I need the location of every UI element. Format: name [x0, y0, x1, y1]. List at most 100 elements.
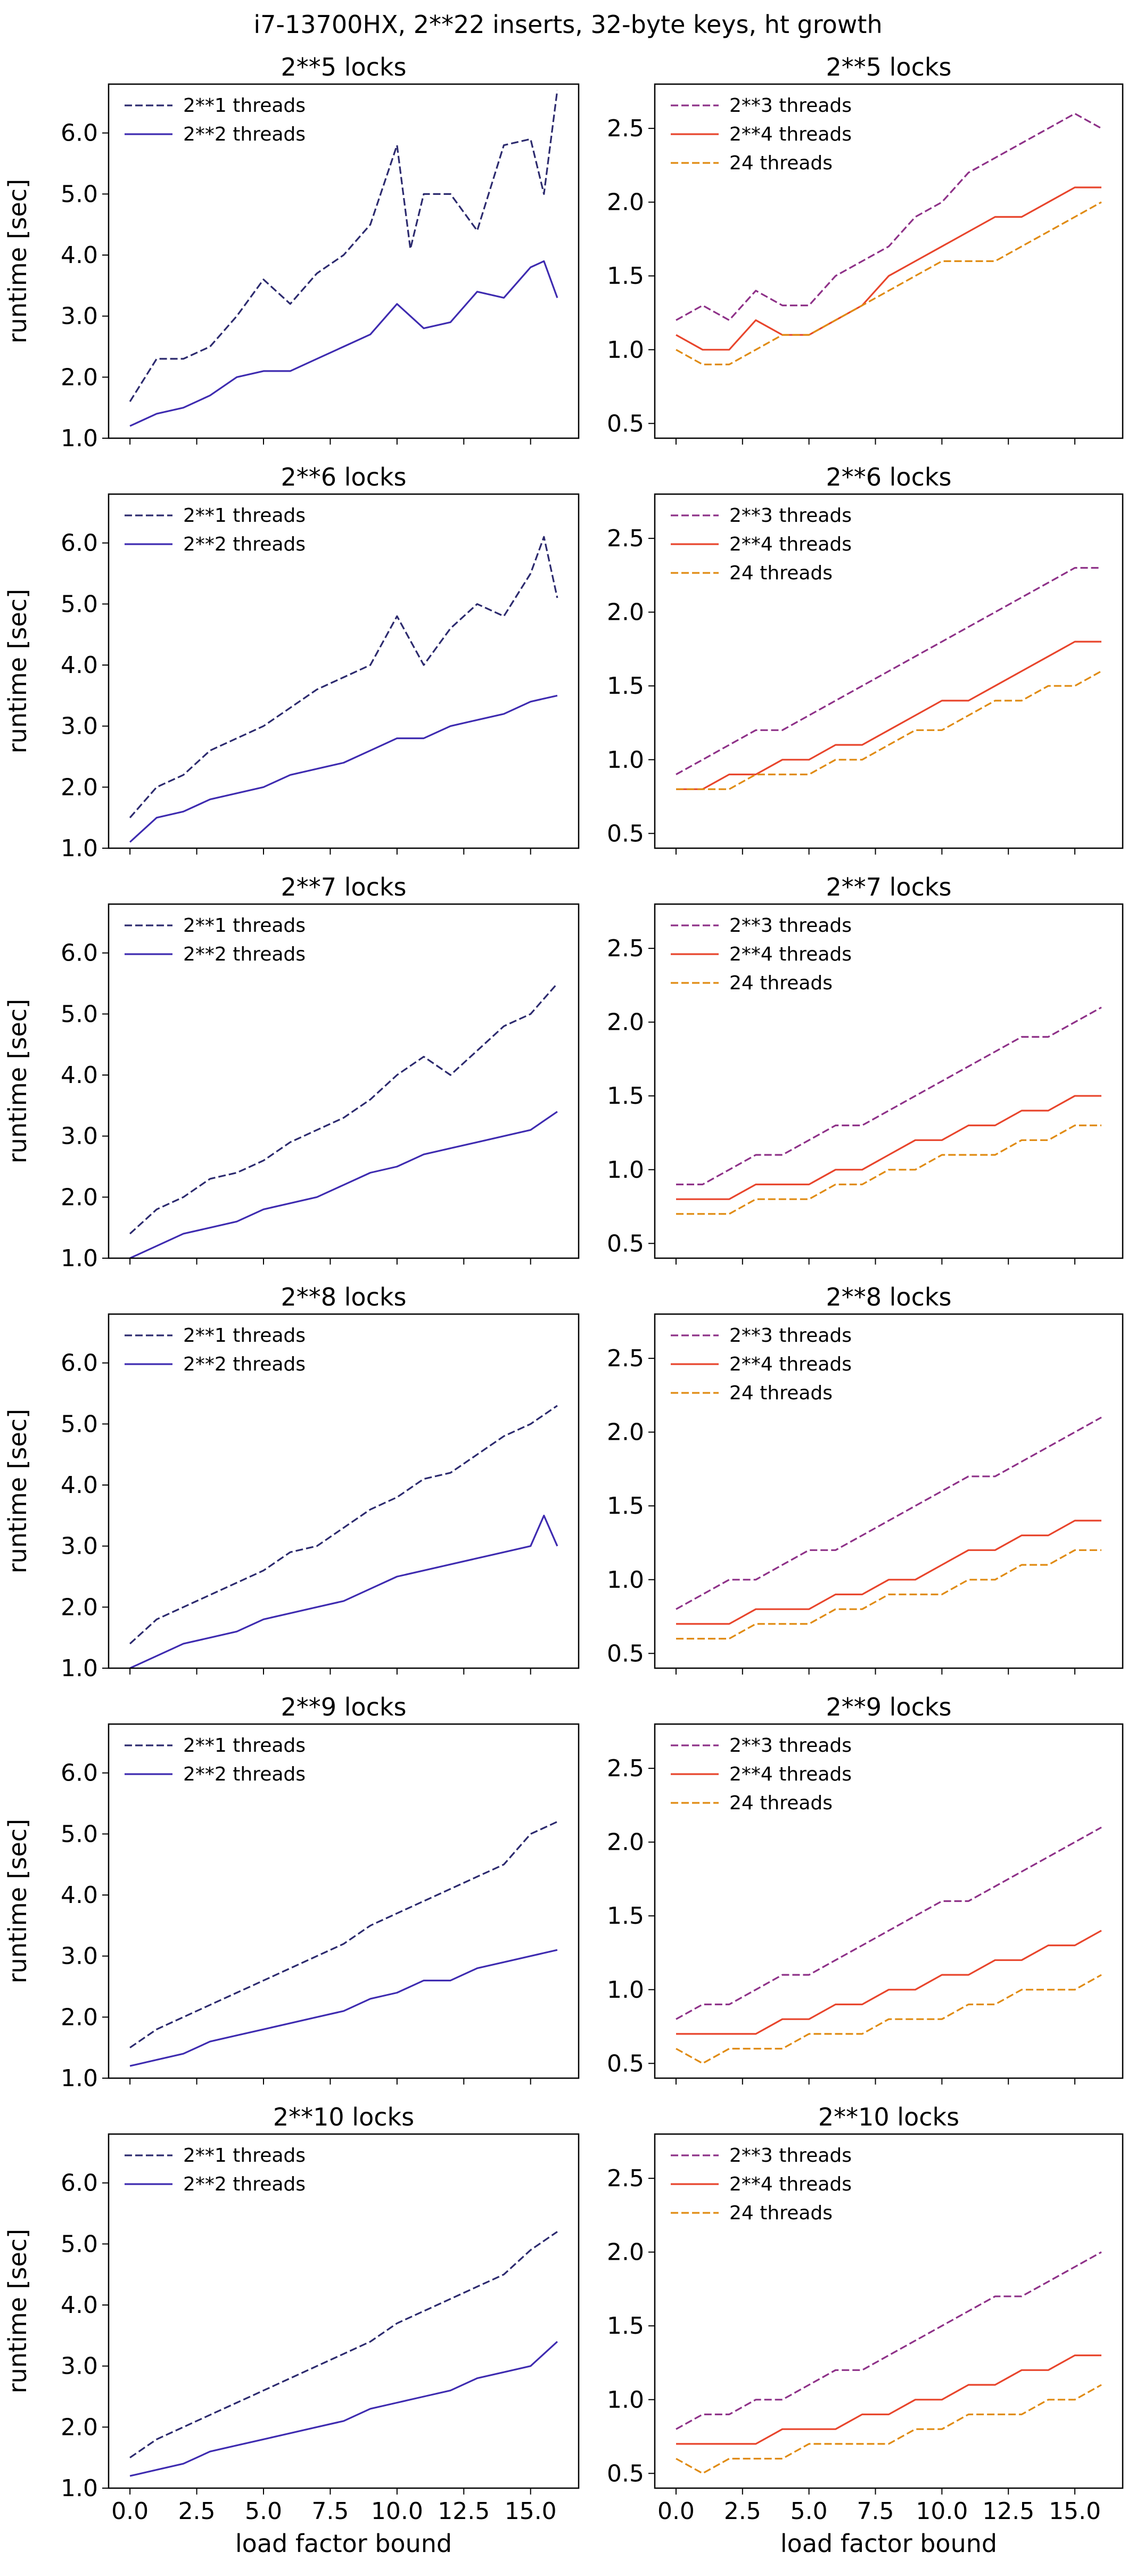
- x-tick-label: 5.0: [791, 2498, 828, 2525]
- series-line-24-threads: [676, 187, 1101, 350]
- y-tick-label: 3.0: [61, 303, 98, 330]
- y-tick-label: 1.0: [607, 1976, 644, 2004]
- legend-label: 2**4 threads: [729, 124, 852, 145]
- y-tick-label: 3.0: [61, 713, 98, 740]
- y-tick-label: 1.0: [61, 2475, 98, 2502]
- series-line-21-threads: [130, 1406, 557, 1644]
- y-tick-label: 1.0: [61, 1655, 98, 1682]
- series-line-24-threads: [676, 1975, 1101, 2063]
- y-tick-label: 2.5: [607, 2165, 644, 2192]
- y-tick-label: 1.0: [607, 746, 644, 774]
- series-line-24-threads: [676, 642, 1101, 789]
- series-line-22-threads: [130, 1950, 557, 2066]
- series-line-24-threads: [676, 1521, 1101, 1624]
- series-line-24-threads: [676, 2356, 1101, 2444]
- y-tick-label: 0.5: [607, 410, 644, 437]
- y-tick-label: 6.0: [61, 1760, 98, 1787]
- series-line-21-threads: [130, 983, 557, 1234]
- series-line-22-threads: [130, 695, 557, 842]
- legend: 2**1 threads 2**2 threads: [125, 1325, 306, 1375]
- y-tick-label: 1.0: [61, 835, 98, 862]
- subplot-title: 2**7 locks: [826, 873, 952, 901]
- legend-label: 2**1 threads: [183, 2145, 306, 2167]
- legend-label: 2**1 threads: [183, 915, 306, 937]
- y-tick-label: 1.5: [607, 1492, 644, 1520]
- x-tick-label: 15.0: [1049, 2498, 1101, 2525]
- legend: 2**1 threads 2**2 threads: [125, 2145, 306, 2195]
- plot-frame: [109, 1724, 579, 2078]
- y-axis-label: runtime [sec]: [3, 2229, 32, 2393]
- y-tick-label: 2.0: [607, 599, 644, 626]
- y-tick-label: 0.5: [607, 1230, 644, 1257]
- y-tick-label: 1.0: [61, 425, 98, 452]
- y-axis-label: runtime [sec]: [3, 999, 32, 1163]
- subplot-title: 2**9 locks: [281, 1693, 407, 1721]
- subplot-title: 2**6 locks: [281, 463, 407, 491]
- legend-label: 2**2 threads: [183, 1353, 306, 1375]
- legend-label: 24 threads: [729, 972, 833, 994]
- y-tick-label: 6.0: [61, 530, 98, 557]
- y-tick-label: 5.0: [61, 1820, 98, 1848]
- legend-label: 2**3 threads: [729, 95, 852, 117]
- y-axis-label: runtime [sec]: [3, 1819, 32, 1983]
- legend: 2**3 threads 2**4 threads 24 threads: [671, 95, 852, 174]
- y-tick-label: 4.0: [61, 652, 98, 679]
- y-tick-label: 2.5: [607, 1755, 644, 1782]
- plot-frame: [109, 494, 579, 848]
- y-tick-label: 2.0: [61, 1184, 98, 1211]
- legend-label: 24 threads: [729, 2202, 833, 2224]
- y-tick-label: 2.5: [607, 935, 644, 962]
- y-tick-label: 2.0: [607, 2239, 644, 2266]
- legend-label: 24 threads: [729, 152, 833, 174]
- y-tick-label: 1.0: [607, 337, 644, 364]
- legend-label: 2**2 threads: [183, 2173, 306, 2195]
- y-tick-label: 0.5: [607, 1640, 644, 1667]
- legend-label: 2**4 threads: [729, 534, 852, 555]
- y-tick-label: 2.5: [607, 525, 644, 552]
- plot-frame: [655, 84, 1123, 438]
- legend-label: 2**2 threads: [183, 534, 306, 555]
- series-line-22-threads: [130, 2342, 557, 2476]
- y-tick-label: 6.0: [61, 120, 98, 147]
- x-tick-label: 7.5: [857, 2498, 894, 2525]
- plot-frame: [655, 1314, 1123, 1668]
- legend-label: 2**4 threads: [729, 944, 852, 965]
- y-tick-label: 1.5: [607, 672, 644, 700]
- y-tick-label: 4.0: [61, 2292, 98, 2319]
- y-tick-label: 4.0: [61, 242, 98, 269]
- plot-frame: [655, 1724, 1123, 2078]
- subplot-title: 2**6 locks: [826, 463, 952, 491]
- x-axis-label: load factor bound: [235, 2529, 452, 2558]
- y-tick-label: 2.5: [607, 1345, 644, 1372]
- y-tick-label: 4.0: [61, 1062, 98, 1089]
- x-tick-label: 2.5: [178, 2498, 216, 2525]
- series-line-22-threads: [130, 1515, 557, 1668]
- subplot-title: 2**8 locks: [826, 1283, 952, 1311]
- plot-frame: [109, 904, 579, 1258]
- y-tick-label: 0.5: [607, 2460, 644, 2487]
- x-tick-label: 10.0: [916, 2498, 968, 2525]
- plot-frame: [655, 904, 1123, 1258]
- y-tick-label: 5.0: [61, 590, 98, 618]
- legend-label: 2**1 threads: [183, 1735, 306, 1757]
- subplot-title: 2**9 locks: [826, 1693, 952, 1721]
- legend-label: 2**4 threads: [729, 1763, 852, 1785]
- legend-label: 2**3 threads: [729, 2145, 852, 2167]
- y-tick-label: 1.0: [607, 1566, 644, 1594]
- series-line-24-threads: [676, 1096, 1101, 1199]
- legend-label: 2**3 threads: [729, 505, 852, 527]
- y-tick-label: 2.0: [61, 1594, 98, 1621]
- legend-label: 2**1 threads: [183, 1325, 306, 1347]
- legend-label: 2**2 threads: [183, 944, 306, 965]
